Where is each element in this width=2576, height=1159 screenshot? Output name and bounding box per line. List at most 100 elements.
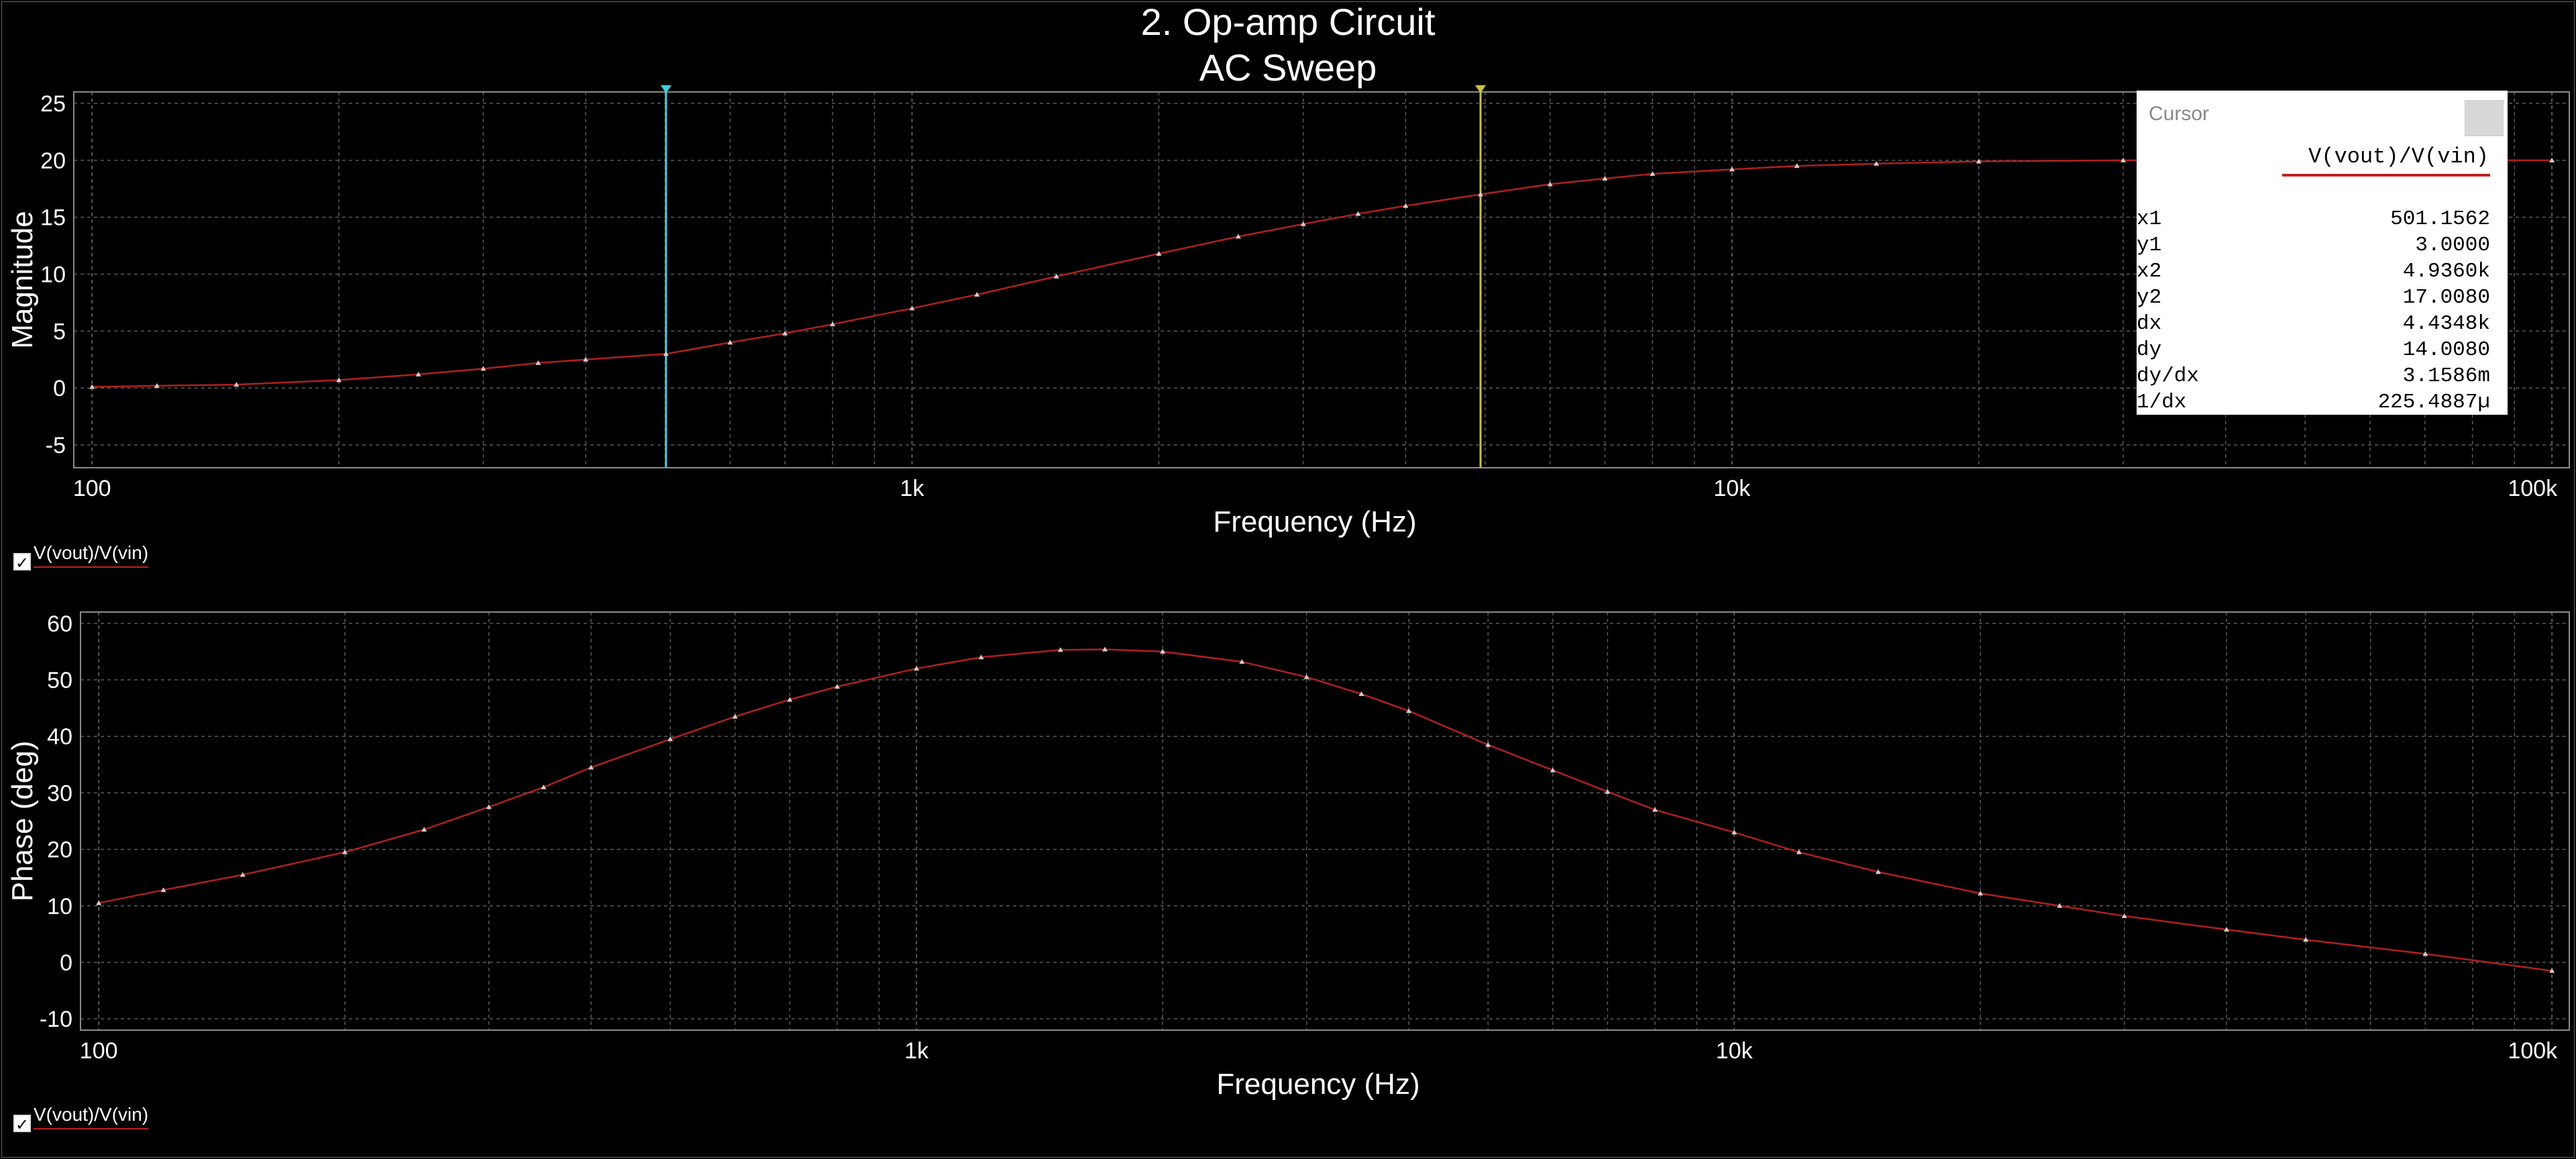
cursor-row-label: dy — [2137, 338, 2162, 362]
cursor-1-marker-icon[interactable] — [660, 85, 672, 93]
cursor-row-label: x2 — [2137, 260, 2162, 283]
data-point-marker — [1650, 171, 1656, 177]
cursor-row-value: 14.0080 — [2402, 338, 2490, 362]
data-point-marker — [1652, 807, 1658, 812]
x-tick-label: 100k — [2508, 476, 2558, 501]
y-tick-label: 40 — [47, 724, 72, 750]
data-point-marker — [1053, 273, 1059, 279]
data-point-marker — [486, 804, 492, 809]
x-tick-label: 100 — [73, 476, 111, 501]
cursor-panel-header: Cursor — [2149, 103, 2210, 125]
data-point-marker — [239, 872, 246, 877]
x-tick-label: 1k — [900, 476, 925, 501]
data-point-marker — [1976, 158, 1982, 164]
cursor-row: 1/dx 225.4887µ — [2137, 389, 2490, 415]
y-tick-label: 30 — [47, 780, 72, 806]
x-tick-label: 1k — [904, 1038, 929, 1064]
data-point-marker — [1605, 789, 1611, 794]
y-axis-label: Magnitude — [6, 211, 39, 348]
data-point-marker — [583, 356, 589, 362]
cursor-2-marker-icon[interactable] — [1475, 85, 1487, 93]
data-point-marker — [2057, 903, 2063, 908]
data-point-marker — [1235, 234, 1241, 239]
data-point-marker — [830, 321, 836, 327]
cursor-row: y2 17.0080 — [2137, 285, 2490, 311]
data-point-marker — [233, 382, 239, 387]
y-tick-label: 20 — [47, 838, 72, 863]
data-point-marker — [535, 360, 541, 365]
cursor-panel-button[interactable] — [2465, 100, 2504, 136]
checkbox-icon[interactable]: ✓ — [13, 1115, 31, 1133]
data-point-marker — [727, 340, 733, 345]
checkbox-icon[interactable]: ✓ — [13, 553, 31, 572]
y-tick-label: -10 — [40, 1007, 72, 1032]
data-point-marker — [342, 849, 348, 854]
cursor-row-value: 4.9360k — [2402, 260, 2490, 283]
cursor-row-label: y1 — [2137, 234, 2162, 257]
cursor-row-value: 3.0000 — [2415, 234, 2490, 257]
data-point-marker — [1602, 175, 1608, 181]
magnitude-legend[interactable]: ✓ V(vout)/V(vin) — [13, 542, 149, 572]
y-tick-label: 10 — [47, 894, 72, 919]
series-line — [92, 159, 2553, 388]
data-point-marker — [1303, 674, 1309, 679]
cursor-row-label: dy/dx — [2137, 364, 2200, 388]
data-point-marker — [1978, 891, 1984, 896]
data-point-marker — [336, 377, 342, 383]
cursor-row-value: 501.1562 — [2390, 207, 2490, 231]
cursor-panel[interactable]: Cursor V(vout)/V(vin) x1 501.1562 y1 3.000… — [2137, 91, 2508, 415]
data-point-marker — [1729, 166, 1735, 172]
data-point-marker — [1403, 203, 1409, 208]
data-point-marker — [663, 351, 669, 356]
y-tick-label: 15 — [40, 205, 66, 231]
data-point-marker — [1057, 647, 1063, 652]
cursor-row-label: dx — [2137, 312, 2162, 336]
x-tick-label: 10k — [1716, 1038, 1754, 1064]
data-point-marker — [1485, 742, 1491, 747]
cursor-row-value: 3.1586m — [2402, 364, 2490, 388]
y-tick-label: 10 — [40, 262, 66, 288]
cursor-row: x1 501.1562 — [2137, 206, 2490, 232]
data-point-marker — [2422, 951, 2428, 956]
y-tick-label: 0 — [60, 950, 72, 976]
data-point-marker — [588, 764, 594, 770]
data-point-marker — [2549, 157, 2555, 162]
x-tick-label: 100k — [2508, 1038, 2558, 1064]
data-point-marker — [1731, 829, 1737, 835]
y-tick-label: 5 — [53, 319, 66, 344]
data-point-marker — [1547, 181, 1553, 187]
data-point-marker — [2303, 937, 2309, 942]
y-tick-label: -5 — [46, 433, 66, 458]
data-point-marker — [1874, 160, 1880, 166]
chart-title-line1: 2. Op-amp Circuit — [1141, 1, 1436, 43]
x-axis-label: Frequency (Hz) — [1213, 505, 1416, 538]
data-point-marker — [1160, 648, 1166, 654]
cursor-row-label: y2 — [2137, 286, 2162, 309]
series-line — [98, 648, 2553, 972]
data-point-marker — [1156, 250, 1162, 256]
phase-legend[interactable]: ✓ V(vout)/V(vin) — [13, 1104, 149, 1133]
cursor-signal-name: V(vout)/V(vin) — [2308, 144, 2489, 169]
cursor-row: dx 4.4348k — [2137, 311, 2490, 337]
cursor-row: dy 14.0080 — [2137, 337, 2490, 363]
data-point-marker — [2121, 913, 2127, 918]
cursor-row-value: 17.0080 — [2402, 286, 2490, 309]
cursor-row: y1 3.0000 — [2137, 232, 2490, 258]
cursor-signal-underline — [2282, 174, 2490, 177]
data-point-marker — [978, 654, 984, 660]
y-tick-label: 50 — [47, 668, 72, 693]
data-point-marker — [1300, 221, 1306, 226]
data-point-marker — [835, 684, 841, 689]
cursor-row-label: x1 — [2137, 207, 2162, 231]
data-point-marker — [1796, 849, 1802, 854]
data-point-marker — [154, 383, 160, 388]
data-point-marker — [1239, 659, 1245, 664]
cursor-row-value: 4.4348k — [2402, 312, 2490, 336]
cursor-row: dy/dx 3.1586m — [2137, 363, 2490, 389]
y-tick-label: 0 — [53, 376, 66, 401]
plot-border — [80, 611, 2570, 1031]
chart-title-line2: AC Sweep — [1199, 46, 1377, 89]
data-point-marker — [2120, 157, 2126, 162]
